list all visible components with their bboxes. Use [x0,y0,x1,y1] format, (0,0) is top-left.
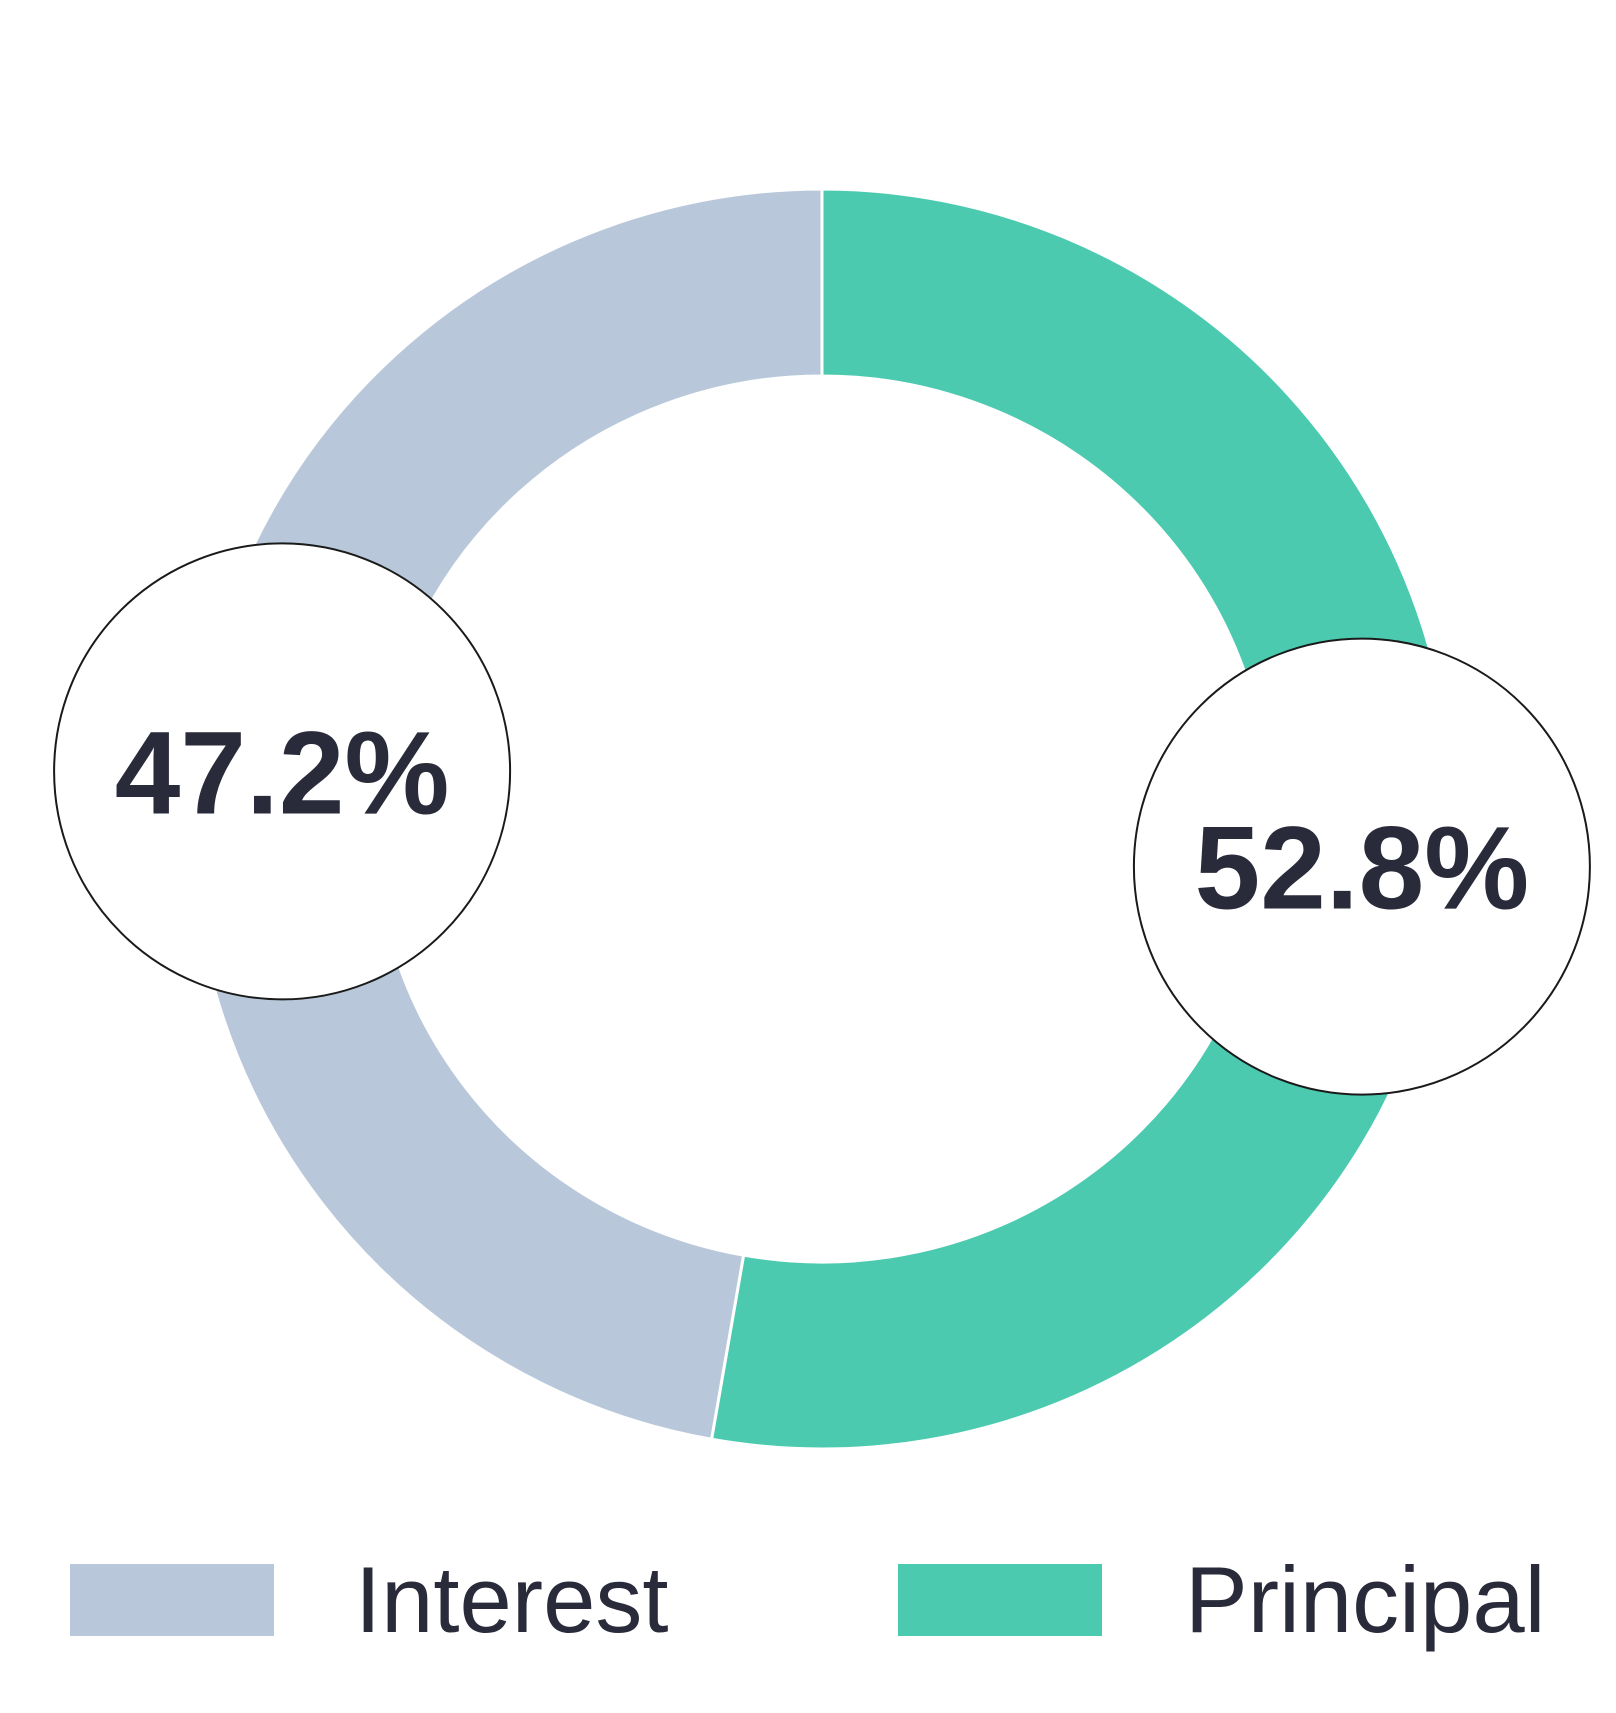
data-label-principal: 52.8% [1195,803,1530,935]
label-bubble-interest [53,542,512,1001]
legend: Interest Principal [70,1547,1546,1652]
legend-label-principal[interactable]: Principal [1185,1547,1546,1652]
label-bubble-principal [1132,637,1591,1096]
legend-swatch-interest[interactable] [70,1564,274,1636]
donut-slice-principal[interactable] [709,187,1455,1451]
data-labels: 52.8% 47.2% [53,542,1591,1096]
legend-label-interest[interactable]: Interest [355,1547,669,1652]
data-label-interest: 47.2% [115,707,450,839]
donut-slice-interest[interactable] [189,187,824,1442]
legend-swatch-principal[interactable] [898,1564,1102,1636]
donut-slices [189,187,1455,1451]
